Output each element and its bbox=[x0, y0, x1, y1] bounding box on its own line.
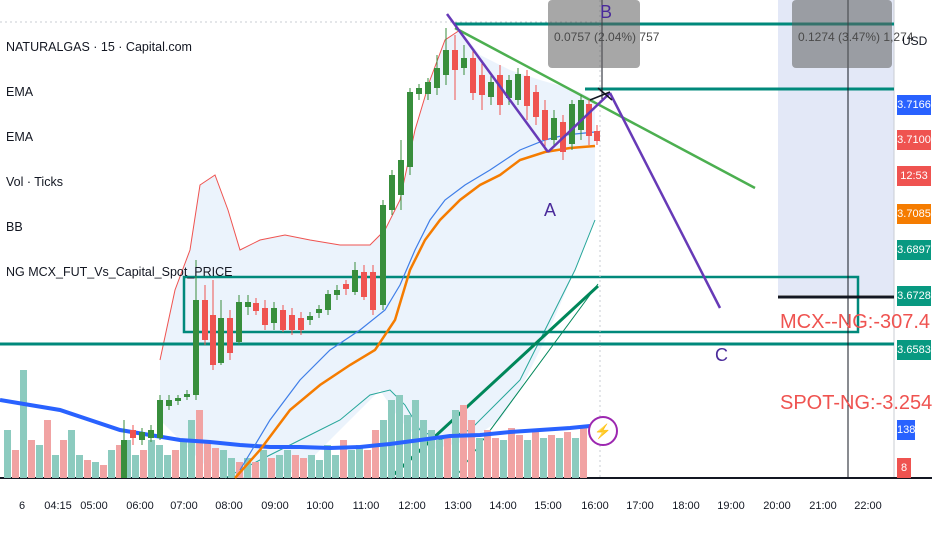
time-axis-label: 12:00 bbox=[398, 500, 426, 512]
volume-tag-ma: 138 bbox=[897, 420, 915, 440]
legend-bb[interactable]: BB bbox=[6, 220, 23, 234]
volume-bars bbox=[4, 370, 587, 478]
consolidation-box[interactable] bbox=[182, 275, 860, 334]
measure-label[interactable]: 0.1274 (3.47%) 1,274 bbox=[792, 0, 913, 68]
mcx-annotation[interactable]: MCX--NG:-307.4 bbox=[780, 311, 931, 333]
time-axis-label: 11:00 bbox=[352, 500, 380, 512]
time-axis-label: 22:00 bbox=[854, 500, 882, 512]
bb-band-fill bbox=[160, 30, 595, 478]
flash-icon[interactable]: ⚡ bbox=[588, 416, 618, 446]
price-tag-level-2: 3.6728 bbox=[897, 286, 931, 306]
price-tag-ema-fast: 3.7166 bbox=[897, 95, 931, 115]
wave-label-c[interactable]: C bbox=[715, 345, 728, 365]
time-axis-label: 15:00 bbox=[534, 500, 562, 512]
price-tag-level-3: 3.6583 bbox=[897, 340, 931, 360]
price-tag-ema-slow: 3.7085 bbox=[897, 204, 931, 224]
legend-volume[interactable]: Vol · Ticks bbox=[6, 175, 63, 189]
time-axis-label: 18:00 bbox=[672, 500, 700, 512]
wave-label-b[interactable]: B bbox=[600, 2, 613, 22]
time-axis-label: 14:00 bbox=[489, 500, 517, 512]
time-axis[interactable] bbox=[0, 478, 932, 550]
ema-fast-line bbox=[239, 131, 596, 471]
bb-upper-line bbox=[159, 29, 461, 361]
time-axis-label: 20:00 bbox=[763, 500, 791, 512]
volume-tag-last: 8 bbox=[897, 458, 911, 478]
time-axis-label: 09:00 bbox=[261, 500, 289, 512]
time-axis-label: 08:00 bbox=[215, 500, 243, 512]
price-tag-last: 3.7100 bbox=[897, 130, 931, 150]
time-axis-label: 10:00 bbox=[306, 500, 334, 512]
price-tag-level-1: 3.6897 bbox=[897, 240, 931, 260]
spot-annotation[interactable]: SPOT-NG:-3.254 bbox=[780, 392, 932, 414]
time-axis-label: 21:00 bbox=[809, 500, 837, 512]
currency-label[interactable]: USD bbox=[902, 34, 928, 48]
volume-ma-line bbox=[0, 398, 591, 451]
time-axis-label: 04:15 bbox=[44, 500, 72, 512]
legend-ng-spread[interactable]: NG MCX_FUT_Vs_Capital_Spot_PRICE bbox=[6, 265, 233, 279]
time-axis-label: 16:00 bbox=[581, 500, 609, 512]
wave-label-a[interactable]: A bbox=[544, 200, 557, 220]
time-axis-label: 13:00 bbox=[444, 500, 472, 512]
time-axis-label: 05:00 bbox=[80, 500, 108, 512]
ema-slow-line bbox=[234, 144, 596, 479]
time-axis-label: 17:00 bbox=[626, 500, 654, 512]
time-axis-label: 07:00 bbox=[170, 500, 198, 512]
time-axis-label: 19:00 bbox=[717, 500, 745, 512]
measure-label[interactable]: 0.0757 (2.04%) 757 bbox=[548, 0, 659, 68]
legend-ema-2[interactable]: EMA bbox=[6, 130, 34, 144]
symbol-title[interactable]: NATURALGAS · 15 · Capital.com bbox=[6, 40, 192, 54]
price-axis[interactable] bbox=[894, 0, 932, 478]
indicator-legend: NATURALGAS · 15 · Capital.com EMA EMA Vo… bbox=[6, 36, 256, 306]
price-tag-countdown: 12:53 bbox=[897, 166, 931, 186]
time-axis-label: 06:00 bbox=[126, 500, 154, 512]
legend-ema-1[interactable]: EMA bbox=[6, 85, 34, 99]
time-axis-label: 6 bbox=[18, 500, 26, 512]
